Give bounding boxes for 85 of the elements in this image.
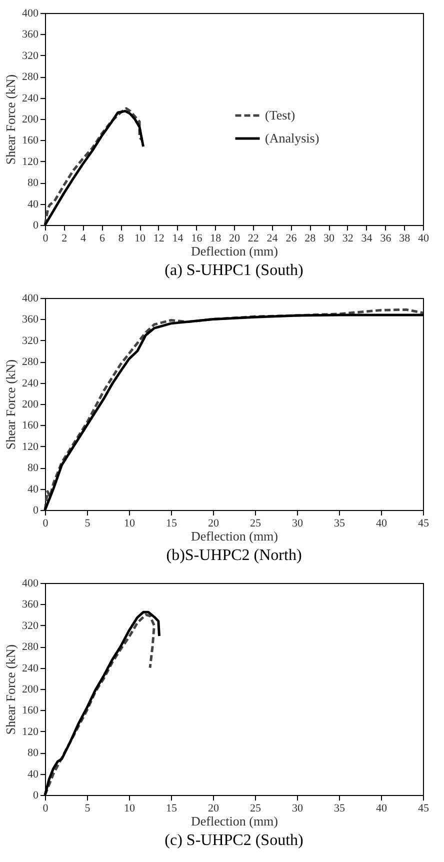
y-tick-label: 200 — [22, 114, 39, 126]
y-tick-label: 280 — [22, 71, 39, 84]
y-tick-label: 240 — [22, 92, 39, 104]
y-tick-label: 0 — [33, 790, 39, 802]
x-tick-label: 20 — [229, 232, 240, 244]
y-tick-label: 400 — [22, 8, 39, 20]
y-tick-label: 200 — [22, 398, 39, 410]
x-tick-label: 0 — [42, 802, 49, 814]
x-tick-label: 40 — [376, 802, 388, 814]
x-tick-label: 25 — [250, 802, 262, 814]
y-axis-title: Shear Force (kN) — [3, 644, 18, 735]
text: (c) S-UHPC2 (South) — [164, 832, 304, 849]
x-tick-label: 15 — [166, 518, 178, 530]
y-tick-label: 0 — [33, 220, 39, 232]
y-tick-label: 80 — [28, 747, 39, 760]
text: (a) S-UHPC1 (South) — [164, 262, 304, 279]
y-tick-label: 240 — [22, 377, 39, 390]
y-tick-label: 160 — [22, 420, 39, 432]
x-tick-label: 25 — [250, 518, 262, 530]
x-tick-label: 24 — [266, 232, 278, 244]
y-tick-label: 360 — [22, 314, 39, 326]
y-tick-label: 240 — [22, 662, 39, 674]
y-tick-label: 320 — [22, 334, 39, 347]
y-tick-label: 40 — [28, 483, 39, 496]
x-tick-label: 40 — [418, 232, 430, 244]
x-tick-label: 2 — [62, 232, 68, 244]
y-tick-label: 320 — [22, 50, 39, 62]
x-tick-label: 10 — [134, 232, 146, 244]
y-tick-label: 280 — [22, 356, 39, 368]
x-tick-label: 15 — [166, 802, 178, 814]
y-axis-title: Shear Force (kN) — [3, 359, 18, 450]
y-tick-label: 360 — [22, 28, 39, 41]
x-tick-label: 40 — [376, 518, 388, 530]
x-tick-label: 36 — [380, 232, 392, 244]
x-tick-label: 5 — [84, 802, 91, 814]
x-tick-label: 14 — [172, 232, 184, 244]
y-tick-label: 160 — [22, 134, 39, 147]
y-tick-label: 200 — [22, 684, 39, 696]
x-tick-label: 10 — [124, 518, 136, 530]
x-tick-label: 20 — [208, 802, 220, 814]
y-tick-label: 160 — [22, 704, 39, 717]
x-tick-label: 18 — [210, 232, 222, 244]
x-tick-label: 5 — [84, 518, 91, 530]
legend-label: (Analysis) — [265, 130, 320, 146]
y-tick-label: 80 — [28, 462, 39, 474]
x-tick-label: 45 — [418, 518, 430, 530]
y-tick-label: 120 — [22, 156, 39, 168]
y-tick-label: 400 — [22, 292, 39, 304]
x-axis-title: Deflection (mm) — [191, 528, 278, 544]
x-tick-label: 12 — [153, 232, 164, 244]
x-tick-label: 6 — [99, 232, 106, 244]
x-tick-label: 30 — [324, 232, 335, 244]
x-tick-label: 28 — [304, 232, 316, 244]
x-tick-label: 34 — [361, 232, 373, 244]
x-tick-label: 30 — [292, 802, 304, 814]
y-tick-label: 0 — [33, 504, 39, 516]
x-tick-label: 30 — [292, 518, 304, 530]
x-axis-title: Deflection (mm) — [191, 244, 278, 258]
y-tick-label: 80 — [28, 177, 39, 190]
x-tick-label: 35 — [334, 802, 346, 814]
x-tick-label: 35 — [334, 518, 346, 530]
x-axis-title: Deflection (mm) — [191, 814, 278, 828]
y-tick-label: 400 — [22, 578, 39, 590]
x-tick-label: 0 — [42, 232, 49, 244]
x-tick-label: 38 — [399, 232, 411, 244]
x-tick-label: 8 — [118, 232, 124, 244]
x-tick-label: 45 — [418, 802, 430, 814]
y-tick-label: 320 — [22, 620, 39, 632]
x-tick-label: 22 — [248, 232, 259, 244]
y-tick-label: 120 — [22, 440, 39, 453]
y-tick-label: 360 — [22, 598, 39, 611]
x-tick-label: 20 — [208, 518, 220, 530]
x-tick-label: 32 — [342, 232, 354, 244]
text: (b)S-UHPC2 (North) — [166, 547, 302, 564]
x-tick-label: 10 — [124, 802, 136, 814]
y-tick-label: 280 — [22, 641, 39, 654]
y-axis-title: Shear Force (kN) — [3, 74, 18, 165]
x-tick-label: 16 — [191, 232, 203, 244]
y-tick-label: 40 — [28, 198, 39, 210]
x-tick-label: 26 — [286, 232, 298, 244]
y-tick-label: 120 — [22, 726, 39, 738]
x-tick-label: 4 — [80, 232, 87, 244]
x-tick-label: 0 — [42, 518, 49, 530]
legend-label: (Test) — [265, 108, 296, 123]
y-tick-label: 40 — [28, 768, 39, 780]
